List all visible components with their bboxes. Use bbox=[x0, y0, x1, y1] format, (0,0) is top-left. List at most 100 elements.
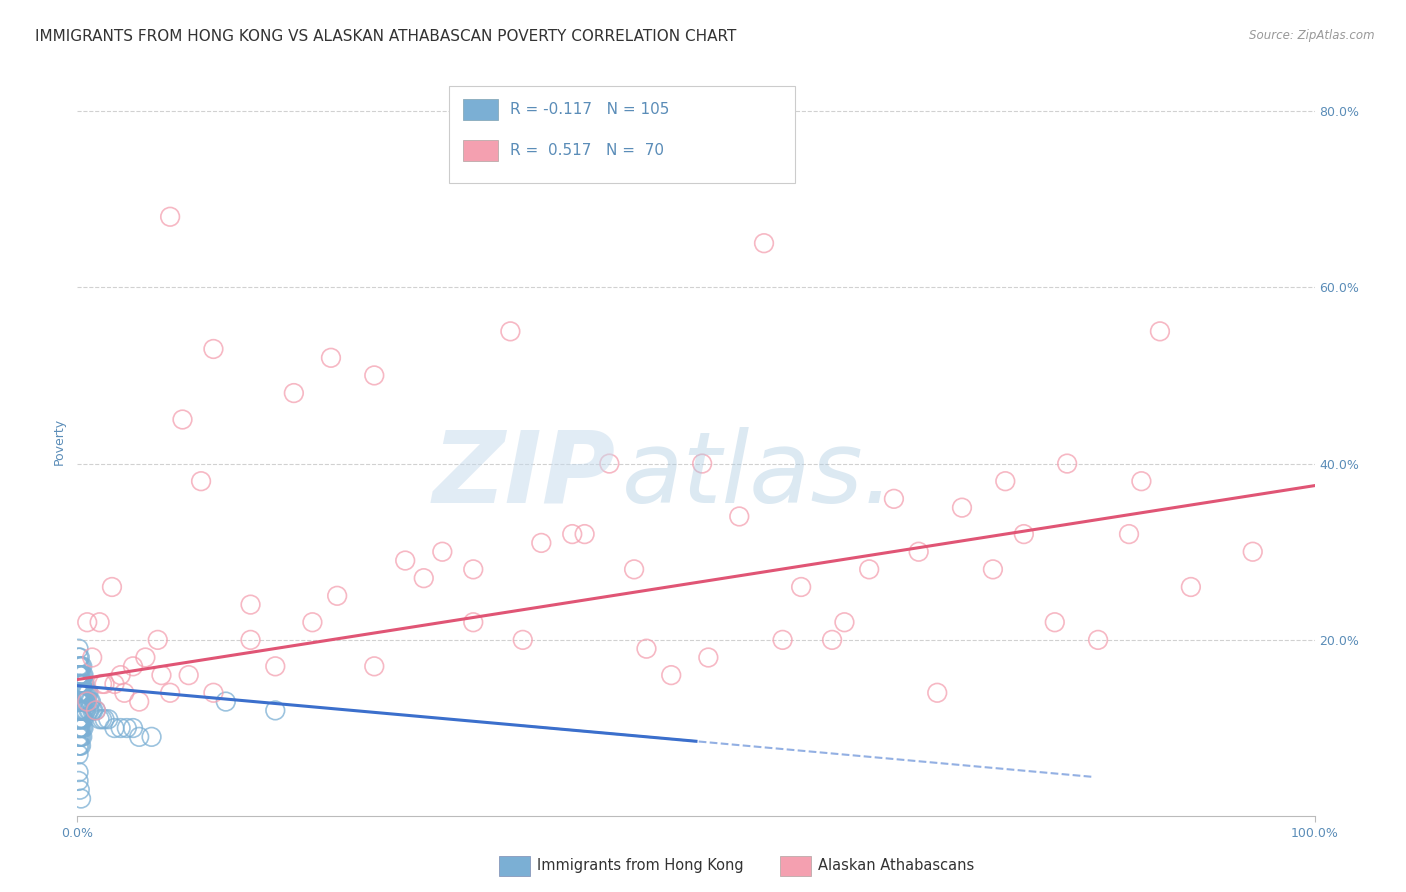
Point bbox=[67, 721, 90, 735]
Point bbox=[67, 747, 90, 762]
Point bbox=[97, 712, 120, 726]
Text: Source: ZipAtlas.com: Source: ZipAtlas.com bbox=[1250, 29, 1375, 42]
Point bbox=[728, 509, 751, 524]
Point bbox=[70, 659, 93, 673]
Point bbox=[190, 474, 212, 488]
Point bbox=[72, 695, 94, 709]
Point bbox=[67, 668, 90, 682]
Point bbox=[70, 677, 93, 691]
Point bbox=[69, 650, 91, 665]
Point bbox=[1241, 545, 1264, 559]
Point bbox=[1043, 615, 1066, 630]
Y-axis label: Poverty: Poverty bbox=[53, 418, 66, 465]
Point bbox=[128, 695, 150, 709]
Point bbox=[69, 703, 91, 717]
Point bbox=[112, 686, 135, 700]
Point bbox=[70, 677, 93, 691]
Point bbox=[101, 580, 124, 594]
Point bbox=[1087, 632, 1109, 647]
Point bbox=[79, 695, 101, 709]
Point bbox=[67, 695, 90, 709]
Point bbox=[70, 695, 93, 709]
Point bbox=[67, 730, 90, 744]
Point bbox=[927, 686, 949, 700]
Point bbox=[363, 659, 385, 673]
Point bbox=[76, 686, 98, 700]
Point bbox=[72, 668, 94, 682]
Point bbox=[72, 712, 94, 726]
Point bbox=[76, 695, 98, 709]
Point bbox=[82, 703, 104, 717]
Point bbox=[89, 712, 111, 726]
Point bbox=[122, 659, 145, 673]
Point bbox=[70, 686, 93, 700]
Point bbox=[110, 668, 132, 682]
Point bbox=[69, 686, 91, 700]
Point bbox=[239, 632, 262, 647]
Point bbox=[73, 695, 96, 709]
Point bbox=[70, 791, 93, 805]
Point bbox=[72, 668, 94, 682]
Point bbox=[67, 739, 90, 753]
Point bbox=[463, 615, 485, 630]
Point bbox=[301, 615, 323, 630]
Point bbox=[72, 712, 94, 726]
Point bbox=[89, 615, 111, 630]
Point bbox=[412, 571, 434, 585]
Point bbox=[1056, 457, 1078, 471]
Point bbox=[146, 632, 169, 647]
Point bbox=[319, 351, 342, 365]
Point bbox=[69, 695, 91, 709]
Point bbox=[76, 695, 98, 709]
Point bbox=[834, 615, 856, 630]
Point bbox=[103, 677, 125, 691]
Point bbox=[821, 632, 844, 647]
Point bbox=[76, 615, 98, 630]
Point bbox=[141, 730, 163, 744]
Point bbox=[67, 659, 90, 673]
Point bbox=[883, 491, 905, 506]
Point bbox=[69, 730, 91, 744]
Point bbox=[69, 668, 91, 682]
Point bbox=[70, 668, 93, 682]
Point bbox=[82, 703, 104, 717]
Point bbox=[67, 703, 90, 717]
Point bbox=[1180, 580, 1202, 594]
Point bbox=[72, 695, 94, 709]
Text: R = -0.117   N = 105: R = -0.117 N = 105 bbox=[510, 102, 669, 117]
Point bbox=[1149, 324, 1171, 338]
Point bbox=[67, 712, 90, 726]
Point bbox=[394, 553, 416, 567]
Point bbox=[70, 721, 93, 735]
Point bbox=[72, 703, 94, 717]
Point bbox=[363, 368, 385, 383]
Point bbox=[202, 342, 225, 356]
Point bbox=[122, 721, 145, 735]
Bar bbox=[464, 139, 498, 161]
Point bbox=[67, 677, 90, 691]
Point bbox=[70, 703, 93, 717]
Point bbox=[72, 686, 94, 700]
Point bbox=[134, 650, 156, 665]
Point bbox=[73, 686, 96, 700]
Text: ZIP: ZIP bbox=[433, 426, 616, 524]
Point bbox=[636, 641, 658, 656]
Bar bbox=[449, 86, 794, 183]
Point bbox=[772, 632, 794, 647]
Point bbox=[326, 589, 349, 603]
Point bbox=[82, 650, 104, 665]
Text: Immigrants from Hong Kong: Immigrants from Hong Kong bbox=[537, 858, 744, 872]
Point bbox=[202, 686, 225, 700]
Point bbox=[67, 641, 90, 656]
Point bbox=[1118, 527, 1140, 541]
Point bbox=[69, 712, 91, 726]
Point bbox=[981, 562, 1004, 576]
Point bbox=[432, 545, 454, 559]
Point bbox=[70, 703, 93, 717]
Point bbox=[72, 730, 94, 744]
Point bbox=[70, 739, 93, 753]
Point bbox=[512, 632, 534, 647]
Point bbox=[72, 721, 94, 735]
Point bbox=[67, 703, 90, 717]
Point bbox=[75, 686, 97, 700]
